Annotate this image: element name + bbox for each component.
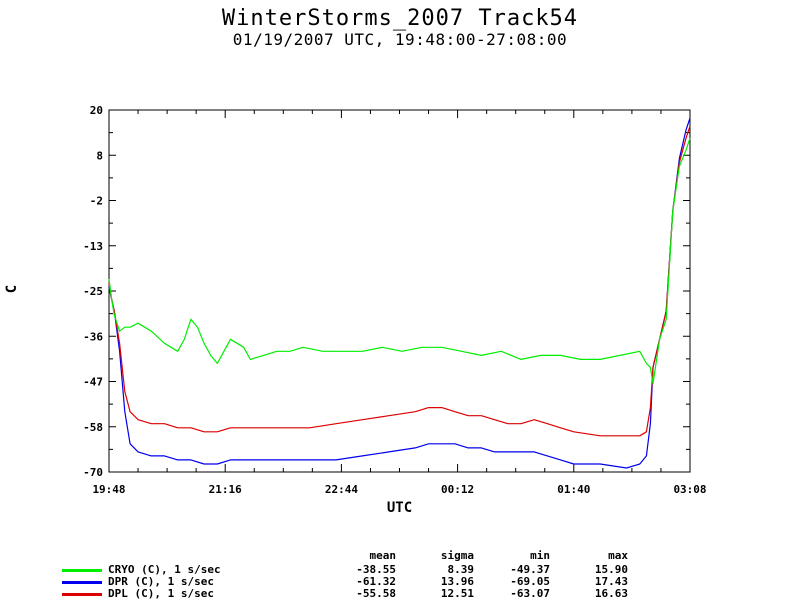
legend-swatch-dpr	[62, 581, 102, 584]
legend-label-dpr: DPR (C), 1 s/sec	[108, 575, 214, 588]
stat-dpr-min: -69.05	[510, 575, 550, 588]
stat-header-min: min	[530, 549, 550, 562]
y-tick-label: -70	[83, 466, 103, 479]
y-axis-label: C	[4, 285, 20, 293]
x-tick-label: 22:44	[325, 483, 358, 496]
stat-cryo-min: -49.37	[510, 563, 550, 576]
stat-cryo-max: 15.90	[594, 563, 628, 576]
stat-dpr-mean: -61.32	[356, 575, 396, 588]
stat-dpl-sigma: 12.51	[440, 587, 474, 600]
y-tick-label: 20	[90, 104, 103, 117]
chart-subtitle: 01/19/2007 UTC, 19:48:00-27:08:00	[232, 30, 568, 49]
y-tick-label: -58	[83, 421, 103, 434]
stat-dpl-mean: -55.58	[356, 587, 396, 600]
stat-cryo-mean: -38.55	[356, 563, 396, 576]
x-tick-label: 03:08	[673, 483, 706, 496]
stat-dpl-min: -63.07	[510, 587, 550, 600]
chart-title: WinterStorms_2007 Track54	[221, 6, 579, 31]
stat-dpr-max: 17.43	[594, 575, 628, 588]
x-axis-label: UTC	[387, 500, 412, 516]
legend-label-dpl: DPL (C), 1 s/sec	[108, 587, 214, 600]
x-tick-label: 19:48	[92, 483, 125, 496]
y-tick-label: -36	[83, 330, 103, 343]
x-tick-label: 01:40	[557, 483, 590, 496]
series-cryo	[108, 138, 691, 385]
x-tick-label: 00:12	[441, 483, 474, 496]
legend-swatch-dpl	[62, 593, 102, 596]
series-dpr	[108, 117, 691, 469]
legend-label-cryo: CRYO (C), 1 s/sec	[108, 563, 221, 576]
stat-dpl-max: 16.63	[594, 587, 628, 600]
x-tick-label: 21:16	[209, 483, 242, 496]
y-tick-label: 8	[96, 149, 103, 162]
stat-dpr-sigma: 13.96	[440, 575, 474, 588]
plot-frame	[108, 109, 691, 473]
y-tick-label: -2	[90, 195, 103, 208]
stat-header-max: max	[608, 549, 628, 562]
stat-cryo-sigma: 8.39	[447, 563, 475, 576]
stat-header-sigma: sigma	[440, 549, 474, 562]
legend-swatch-cryo	[62, 569, 102, 572]
y-tick-label: -25	[83, 285, 103, 298]
stat-header-mean: mean	[369, 549, 397, 562]
series-dpl	[108, 125, 691, 437]
y-tick-label: -13	[83, 240, 103, 253]
y-tick-label: -47	[83, 376, 103, 389]
